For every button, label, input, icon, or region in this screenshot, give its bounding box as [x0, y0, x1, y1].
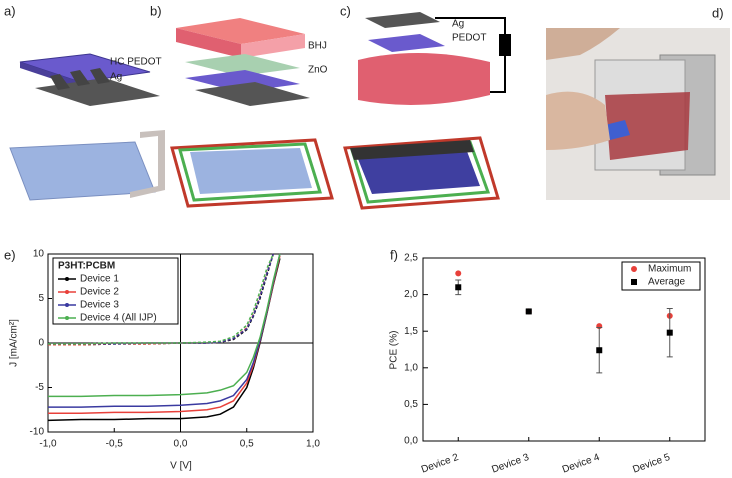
point: [525, 308, 532, 315]
x-tick-label: Device 4: [561, 452, 602, 476]
x-tick-label: Device 5: [631, 452, 672, 476]
x-tick-label: Device 2: [420, 452, 461, 476]
legend: [52, 257, 179, 325]
series-line: [48, 253, 274, 345]
legend-label: Maximum: [648, 264, 691, 275]
x-tick-label: 0,5: [240, 439, 254, 450]
point: [455, 284, 462, 291]
y-tick-label: 0,5: [404, 399, 418, 410]
y-tick-label: 10: [33, 249, 45, 260]
y-tick-label: 2,0: [404, 289, 418, 300]
y-tick-label: -5: [35, 382, 44, 393]
panel-label: f): [390, 247, 398, 262]
x-tick-label: -0,5: [106, 439, 124, 450]
panel-label: d): [712, 5, 724, 20]
series-line: [48, 253, 281, 398]
y-tick-label: 1,5: [404, 326, 418, 337]
diagram-a: [9, 53, 165, 201]
x-tick-label: -1,0: [39, 439, 57, 450]
x-axis-label: V [V]: [170, 461, 192, 472]
diagram-label: BHJ: [308, 41, 327, 52]
diagram-label: Ag: [110, 72, 122, 83]
panel-label: a): [4, 3, 16, 18]
panel-label: e): [4, 247, 16, 262]
panel-label: b): [150, 3, 162, 18]
legend-swatch: [65, 316, 69, 320]
x-tick-label: Device 3: [490, 452, 531, 476]
y-tick-label: 0,0: [404, 436, 418, 447]
diagram-b: [170, 18, 334, 208]
legend-label: Device 3: [80, 300, 119, 311]
legend-label: Device 1: [80, 274, 119, 285]
y-axis-label: PCE (%): [389, 331, 400, 370]
panel-label: c): [340, 3, 351, 18]
x-tick-label: 0,0: [174, 439, 188, 450]
y-tick-label: 5: [38, 293, 44, 304]
legend-swatch: [65, 290, 69, 294]
legend-swatch: [65, 303, 69, 307]
point: [596, 347, 603, 354]
diagram-c: [343, 12, 511, 210]
point: [455, 270, 462, 277]
legend-swatch: [631, 279, 637, 285]
diagram-label: HC PEDOT: [110, 57, 162, 68]
y-tick-label: 1,0: [404, 362, 418, 373]
y-tick-label: 2,5: [404, 253, 418, 264]
x-tick-label: 1,0: [306, 439, 320, 450]
series-line: [48, 253, 274, 345]
legend-label: Device 4 (All IJP): [80, 313, 157, 324]
y-tick-label: -10: [30, 427, 45, 438]
legend-label: Device 2: [80, 287, 119, 298]
diagram-label: PEDOT: [452, 33, 486, 44]
legend-label: Average: [648, 277, 686, 288]
legend-title: P3HT:PCBM: [58, 261, 115, 272]
point: [666, 329, 673, 336]
y-axis-label: J [mA/cm²]: [9, 319, 20, 367]
legend-swatch: [631, 266, 637, 272]
y-tick-label: 0: [38, 338, 44, 349]
legend-swatch: [65, 277, 69, 281]
plot-frame: [422, 257, 706, 442]
diagram-label: ZnO: [308, 65, 328, 76]
diagram-label: Ag: [452, 19, 464, 30]
photo-d: [546, 28, 730, 200]
